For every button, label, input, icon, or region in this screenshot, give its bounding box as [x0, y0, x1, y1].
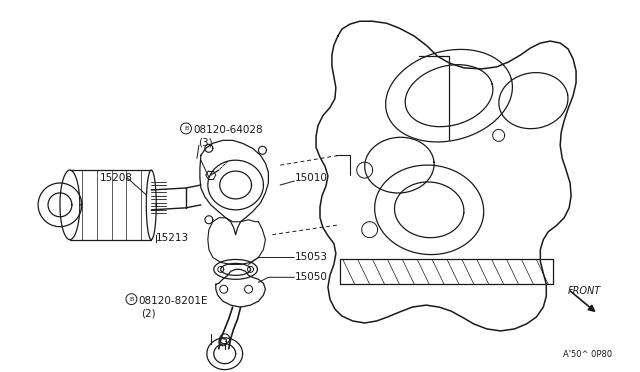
Text: (2): (2) — [141, 308, 156, 318]
Text: B: B — [184, 126, 188, 131]
Text: 15208: 15208 — [100, 173, 132, 183]
Text: 15053: 15053 — [295, 253, 328, 263]
Text: 15050: 15050 — [295, 272, 328, 282]
Text: A'50^ 0P80: A'50^ 0P80 — [563, 350, 612, 359]
Text: 08120-8201E: 08120-8201E — [138, 296, 208, 306]
Text: (3): (3) — [198, 137, 212, 147]
Text: 08120-64028: 08120-64028 — [193, 125, 262, 135]
Text: 15213: 15213 — [156, 232, 189, 243]
Text: 15010: 15010 — [295, 173, 328, 183]
Text: FRONT: FRONT — [568, 286, 602, 296]
Text: B: B — [129, 296, 134, 302]
